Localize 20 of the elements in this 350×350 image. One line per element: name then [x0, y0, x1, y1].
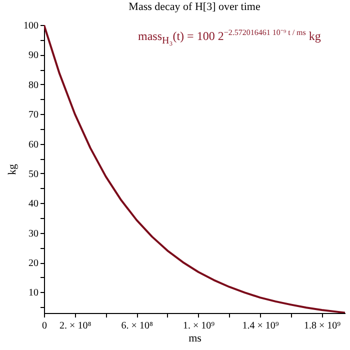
- y-axis-title: kg: [6, 164, 18, 175]
- y-tick-label: 90: [28, 50, 38, 62]
- x-tick-label: 2. × 10⁸: [60, 320, 92, 332]
- x-tick-label: 1. × 10⁹: [183, 320, 216, 332]
- x-axis-title: ms: [188, 332, 202, 344]
- y-tick-label: 60: [28, 139, 38, 150]
- x-tick-label: 6. × 10⁸: [121, 320, 154, 332]
- y-tick-label: 30: [28, 228, 38, 240]
- y-tick-label: 80: [28, 80, 38, 91]
- y-tick-label: 100: [24, 20, 38, 32]
- y-tick-label: 50: [28, 168, 38, 180]
- x-tick-label: 0: [42, 320, 47, 332]
- y-tick-label: 70: [28, 110, 38, 121]
- chart-title: Mass decay of H[3] over time: [128, 1, 260, 13]
- x-tick-label: 1.4 × 10⁹: [242, 320, 280, 332]
- y-tick-label: 10: [28, 288, 38, 299]
- y-tick-label: 20: [28, 258, 38, 270]
- annotation: mass$_{H₃}$(t) = 100 2$^{−2.572016461 10⁻⁹ t / ms}$ kg: [138, 27, 321, 46]
- x-tick-label: 1.8 × 10⁹: [304, 320, 342, 332]
- y-tick-label: 40: [28, 198, 38, 210]
